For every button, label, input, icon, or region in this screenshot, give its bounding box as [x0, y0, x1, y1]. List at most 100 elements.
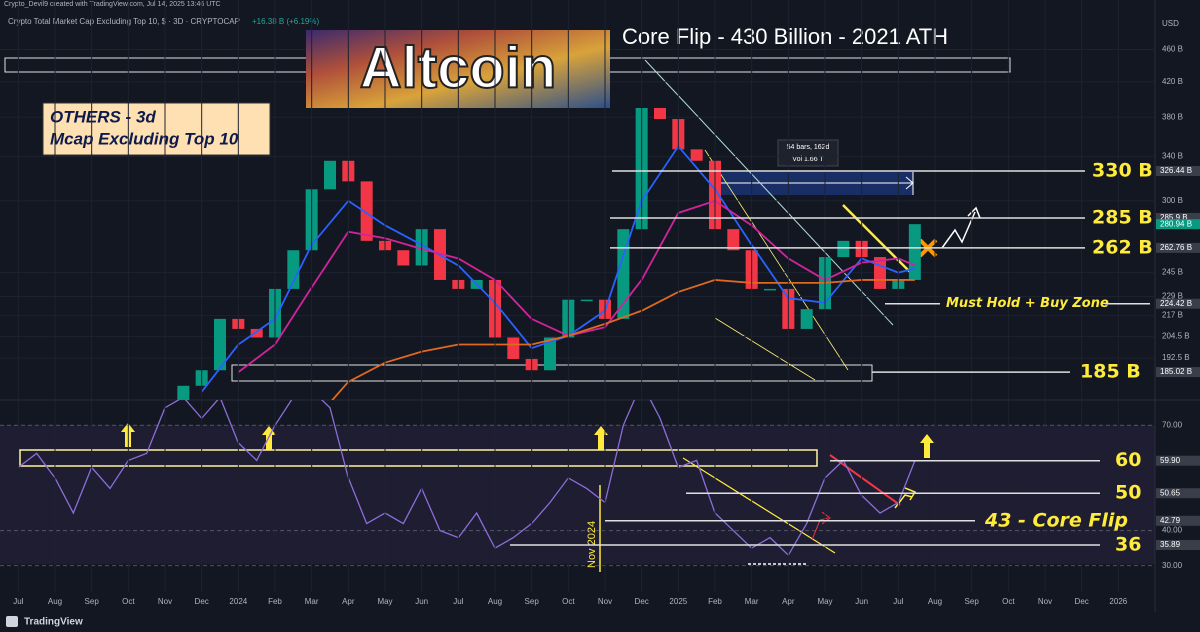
price-tag-label: 326.44 B — [1160, 166, 1192, 175]
x-tick-label: Jun — [855, 597, 868, 606]
level-note: 60 — [1115, 449, 1141, 471]
candle — [544, 337, 556, 371]
price-tag — [1156, 367, 1200, 378]
price-tag — [1156, 212, 1200, 223]
price-tag-label: 42.79 — [1160, 516, 1181, 525]
x-tick-label: Oct — [1002, 597, 1015, 606]
price-tag-label: 59.90 — [1160, 456, 1181, 465]
x-tick-label: 2024 — [229, 597, 247, 606]
x-tick-label: Dec — [195, 597, 209, 606]
change: +16.38 B (+6.19%) — [252, 17, 319, 26]
candle — [177, 385, 190, 400]
pane — [0, 49, 1155, 400]
rsi-band — [0, 425, 1155, 564]
ruler-text: 54 bars, 162d — [787, 144, 830, 151]
x-tick-label: Aug — [928, 597, 942, 606]
candle — [908, 224, 921, 280]
x-tick-label: Aug — [488, 597, 502, 606]
x-tick-label: Apr — [782, 597, 795, 606]
level-note: 185 B — [1080, 361, 1141, 383]
info-text: Mcap Excluding Top 10 — [50, 129, 239, 148]
price-tag — [1156, 455, 1200, 466]
y-tick-label: 380 B — [1162, 112, 1183, 121]
y-tick-label: 40.00 — [1162, 526, 1183, 535]
x-tick-label: Nov — [1038, 597, 1052, 606]
x-tick-label: Mar — [305, 597, 319, 606]
x-tick-label: 2025 — [669, 597, 687, 606]
rsi-zone — [19, 449, 818, 467]
x-tick-label: Oct — [562, 597, 575, 606]
candle — [324, 160, 336, 190]
info-text: OTHERS - 3d — [50, 107, 156, 126]
level-note: 285 B — [1092, 206, 1153, 228]
x-tick-label: May — [817, 597, 832, 606]
x-tick-label: Jun — [415, 597, 428, 606]
x-tick-label: Dec — [635, 597, 649, 606]
x-tick-label: Apr — [342, 597, 355, 606]
brand: TradingView — [24, 617, 83, 628]
rsi-trend — [829, 454, 901, 506]
symbol-title: Crypto Total Market Cap Excluding Top 10… — [8, 17, 240, 26]
candle — [214, 318, 226, 371]
candle — [250, 328, 263, 338]
candle — [617, 229, 630, 319]
level-note: 262 B — [1092, 236, 1153, 258]
candle — [837, 240, 850, 258]
x-tick-label: Jul — [453, 597, 463, 606]
rsi-trend — [682, 457, 836, 554]
x-tick-label: Nov — [598, 597, 612, 606]
footer — [0, 612, 1200, 632]
credit: Crypto_Devil9 created with TradingView.c… — [4, 1, 221, 8]
y-tick-label: 217 B — [1162, 311, 1183, 320]
y-tick-label: 460 B — [1162, 45, 1183, 54]
projection-arrow — [941, 206, 981, 249]
candle — [397, 250, 410, 266]
price-tag — [1156, 515, 1200, 526]
candle — [690, 149, 703, 161]
moving-average — [331, 279, 915, 400]
price-tag-label: 262.76 B — [1160, 243, 1192, 252]
x-tick-label: Mar — [745, 597, 759, 606]
price-tag — [1156, 219, 1200, 230]
x-tick-label: Sep — [85, 597, 100, 606]
y-tick-label: 192.5 B — [1162, 353, 1190, 362]
y-tick-label: 30.00 — [1162, 561, 1183, 570]
level-note: 43 - Core Flip — [984, 509, 1128, 531]
y-tick-label: 340 B — [1162, 152, 1183, 161]
trend-line — [704, 149, 849, 371]
x-tick-label: Aug — [48, 597, 62, 606]
x-tick-label: Jul — [893, 597, 903, 606]
trend-line — [714, 317, 816, 381]
price-tag — [1156, 165, 1200, 176]
y-tick-label: 229 B — [1162, 292, 1183, 301]
x-tick-label: Feb — [268, 597, 282, 606]
price-tag — [1156, 488, 1200, 499]
x-tick-label: Nov — [158, 597, 172, 606]
price-tag — [1156, 540, 1200, 551]
x-tick-label: Jul — [13, 597, 23, 606]
ruler-text: Vol 1.66 T — [792, 156, 824, 163]
info-box — [42, 102, 271, 156]
rsi-line — [17, 400, 916, 557]
candle — [360, 181, 373, 241]
y-tick-label: 300 B — [1162, 196, 1183, 205]
brand-logo — [6, 616, 18, 627]
candle — [287, 250, 300, 289]
x-tick-label: Sep — [525, 597, 540, 606]
level-note: 50 — [1115, 482, 1141, 504]
y-tick-label: 420 B — [1162, 77, 1183, 86]
x-tick-label: 2026 — [1109, 597, 1127, 606]
pane — [0, 400, 1155, 567]
price-tag-label: 285.9 B — [1160, 213, 1188, 222]
x-tick-label: May — [377, 597, 392, 606]
price-tag-label: 224.42 B — [1160, 299, 1192, 308]
level-note: Must Hold + Buy Zone — [946, 296, 1109, 311]
candle — [507, 337, 520, 359]
price-tag-label: 185.02 B — [1160, 367, 1192, 376]
price-tag — [1156, 242, 1200, 253]
price-tag — [1156, 298, 1200, 309]
price-tag-label: 280.94 B — [1160, 219, 1192, 228]
moving-average — [237, 199, 916, 373]
x-tick-label: Sep — [965, 597, 980, 606]
